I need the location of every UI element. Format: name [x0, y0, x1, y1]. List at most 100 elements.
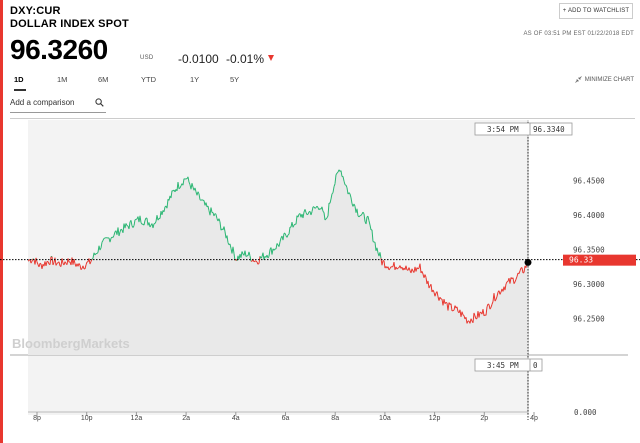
price-chart[interactable]: 96.4500 96.4000 96.3500 96.3000 96.2500 8p 10… — [0, 120, 640, 443]
add-to-watchlist-button[interactable]: + ADD TO WATCHLIST — [559, 3, 633, 19]
volume-axis-label: 0.000 — [574, 408, 597, 417]
series-segment — [518, 270, 521, 274]
series-segment — [177, 182, 180, 189]
search-icon[interactable] — [95, 98, 104, 107]
series-segment — [94, 253, 97, 256]
series-segment — [488, 304, 491, 310]
crosshair-bottom-time: 3:45 PM — [487, 361, 519, 370]
series-segment — [244, 250, 247, 257]
series-segment — [82, 265, 85, 270]
series-segment — [350, 197, 353, 204]
series-segment — [120, 228, 123, 231]
series-segment — [519, 267, 522, 271]
y-tick-label: 96.4500 — [573, 177, 605, 186]
series-segment — [198, 193, 201, 200]
series-segment — [419, 263, 422, 274]
series-segment — [405, 265, 408, 271]
series-segment — [183, 178, 186, 180]
series-segment — [78, 263, 81, 266]
series-segment — [84, 264, 87, 270]
tab-ytd[interactable]: YTD — [141, 75, 156, 84]
series-segment — [342, 176, 345, 182]
series-segment — [393, 262, 396, 270]
series-segment — [327, 203, 330, 217]
series-segment — [133, 219, 136, 226]
minimize-chart-label: MINIMIZE CHART — [584, 76, 634, 83]
series-segment — [513, 281, 516, 284]
series-segment — [45, 261, 48, 267]
series-segment — [38, 263, 41, 268]
series-segment — [396, 267, 399, 270]
series-segment — [415, 267, 418, 272]
series-segment — [232, 246, 235, 254]
series-segment — [302, 212, 305, 219]
series-segment — [112, 235, 115, 238]
series-segment — [117, 227, 120, 237]
series-segment — [287, 233, 290, 236]
series-segment — [103, 237, 106, 239]
tab-1y[interactable]: 1Y — [190, 75, 200, 84]
series-segment — [36, 261, 39, 265]
series-segment — [474, 315, 477, 320]
series-segment — [253, 260, 256, 263]
series-segment — [89, 261, 92, 265]
series-segment — [161, 210, 164, 216]
series-segment — [356, 208, 359, 216]
x-tick-label: 8p — [33, 415, 41, 422]
series-segment — [491, 301, 494, 305]
tab-1m[interactable]: 1M — [57, 75, 68, 84]
series-segment — [504, 283, 507, 291]
currency-label: USD — [140, 55, 154, 61]
series-segment — [257, 263, 260, 265]
series-segment — [443, 298, 446, 304]
series-segment — [363, 213, 366, 222]
series-segment — [110, 236, 113, 239]
x-tick-label: 12a — [131, 415, 143, 422]
series-segment — [411, 268, 414, 272]
series-segment — [73, 258, 76, 264]
x-tick-label: 4p — [530, 415, 538, 422]
series-segment — [197, 191, 200, 195]
series-segment — [365, 216, 368, 225]
comparison-input[interactable] — [10, 98, 90, 107]
tab-6m[interactable]: 6M — [98, 75, 109, 84]
series-segment — [495, 296, 498, 300]
series-segment — [522, 272, 525, 274]
series-segment — [485, 306, 488, 316]
series-segment — [146, 218, 149, 226]
series-segment — [224, 231, 227, 239]
series-segment — [219, 221, 222, 231]
series-segment — [447, 302, 450, 311]
series-segment — [191, 183, 194, 188]
series-segment — [307, 211, 310, 215]
tab-1d[interactable]: 1D — [14, 75, 24, 84]
series-segment — [100, 242, 103, 248]
series-segment — [368, 220, 371, 226]
series-segment — [210, 207, 213, 213]
series-segment — [91, 257, 94, 260]
series-segment — [330, 193, 333, 200]
series-segment — [323, 212, 326, 221]
series-segment — [207, 205, 210, 211]
series-segment — [134, 218, 137, 221]
series-segment — [55, 263, 58, 266]
series-segment — [346, 187, 349, 195]
tab-5y[interactable]: 5Y — [230, 75, 240, 84]
series-segment — [170, 190, 173, 199]
series-segment — [51, 256, 54, 266]
series-segment — [143, 220, 146, 226]
minimize-chart-button[interactable]: MINIMIZE CHART — [574, 76, 634, 83]
series-segment — [383, 260, 386, 269]
series-segment — [128, 221, 131, 229]
series-segment — [425, 277, 428, 285]
series-segment — [61, 258, 64, 264]
series-segment — [267, 255, 270, 259]
series-segment — [509, 277, 512, 284]
series-segment — [215, 214, 218, 219]
series-segment — [506, 280, 509, 283]
series-segment — [275, 243, 278, 250]
series-segment — [56, 262, 59, 264]
y-tick-label: 96.3000 — [573, 280, 605, 289]
series-segment — [178, 187, 181, 190]
x-tick-label: 12p — [429, 415, 441, 422]
